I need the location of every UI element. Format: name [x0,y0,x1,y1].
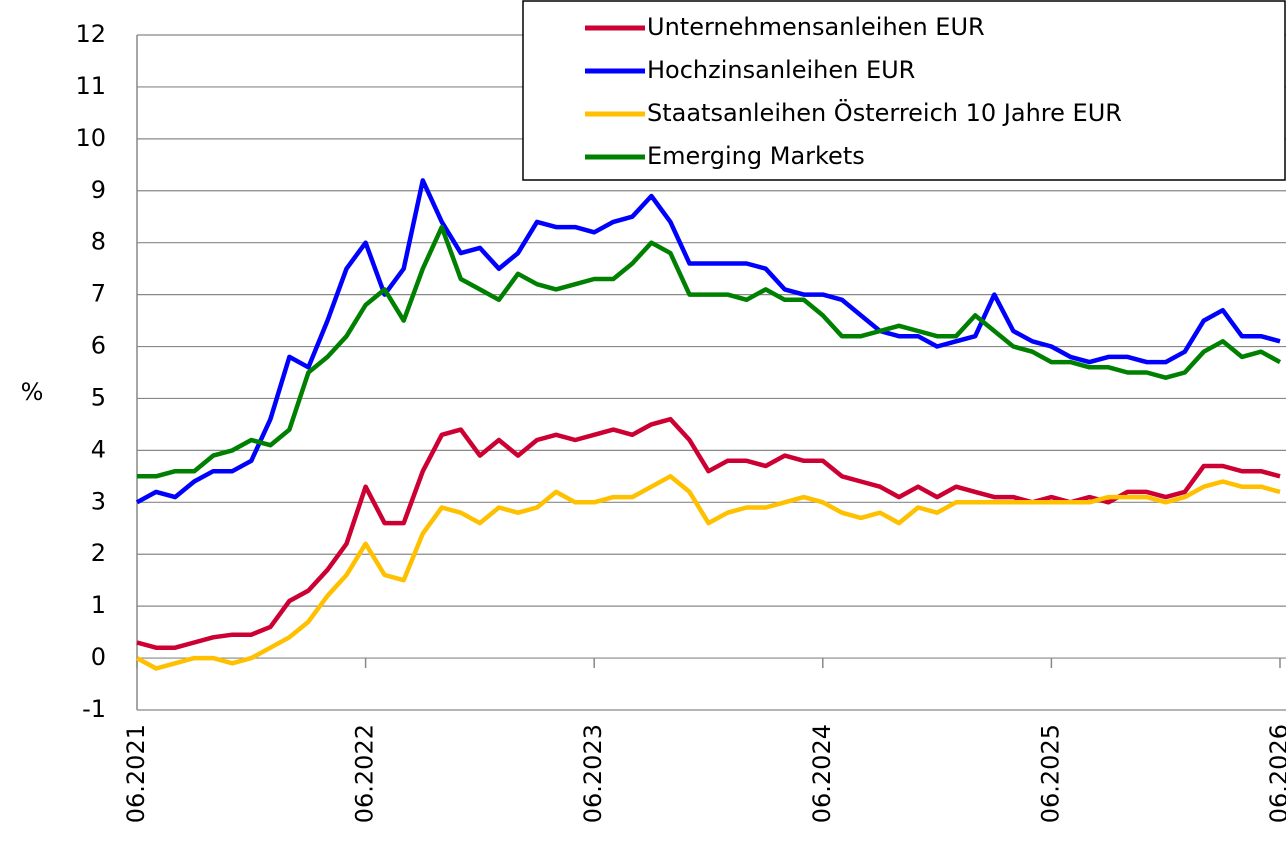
line-series [137,224,1282,479]
x-tick-label: 06.2024 [808,724,836,823]
y-tick-label: 9 [91,176,106,204]
y-tick-label: 2 [91,539,106,567]
legend-label: Staatsanleihen Österreich 10 Jahre EUR [647,98,1122,127]
x-tick-label: 06.2023 [579,724,607,823]
legend-label: Emerging Markets [647,142,865,170]
line-series [136,416,1281,650]
y-tick-label: 4 [91,435,106,463]
x-tick-label: 06.2022 [351,724,379,823]
y-axis-label: % [21,378,44,406]
y-tick-label: 3 [91,487,106,515]
y-tick-label: 7 [91,280,106,308]
x-tick-label: 06.2025 [1036,724,1064,823]
y-tick-label: 10 [75,124,106,152]
y-tick-label: 6 [91,332,106,360]
y-tick-label: -1 [82,695,106,723]
legend-label: Hochzinsanleihen EUR [647,56,915,84]
legend-label: Unternehmensanleihen EUR [647,13,985,41]
line-series [135,474,1281,671]
y-tick-label: 11 [75,72,106,100]
y-tick-label: 8 [91,228,106,256]
y-tick-label: 0 [91,643,106,671]
legend: Unternehmensanleihen EUR Hochzinsanleihen… [522,0,1286,181]
y-tick-label: 12 [75,20,106,48]
y-tick-label: 5 [91,383,106,411]
x-tick-label: 06.2021 [122,724,150,823]
y-tick-label: 1 [91,591,106,619]
x-tick-label: 06.2026 [1265,724,1286,823]
legend-box [522,0,1286,181]
line-series [135,178,1281,505]
